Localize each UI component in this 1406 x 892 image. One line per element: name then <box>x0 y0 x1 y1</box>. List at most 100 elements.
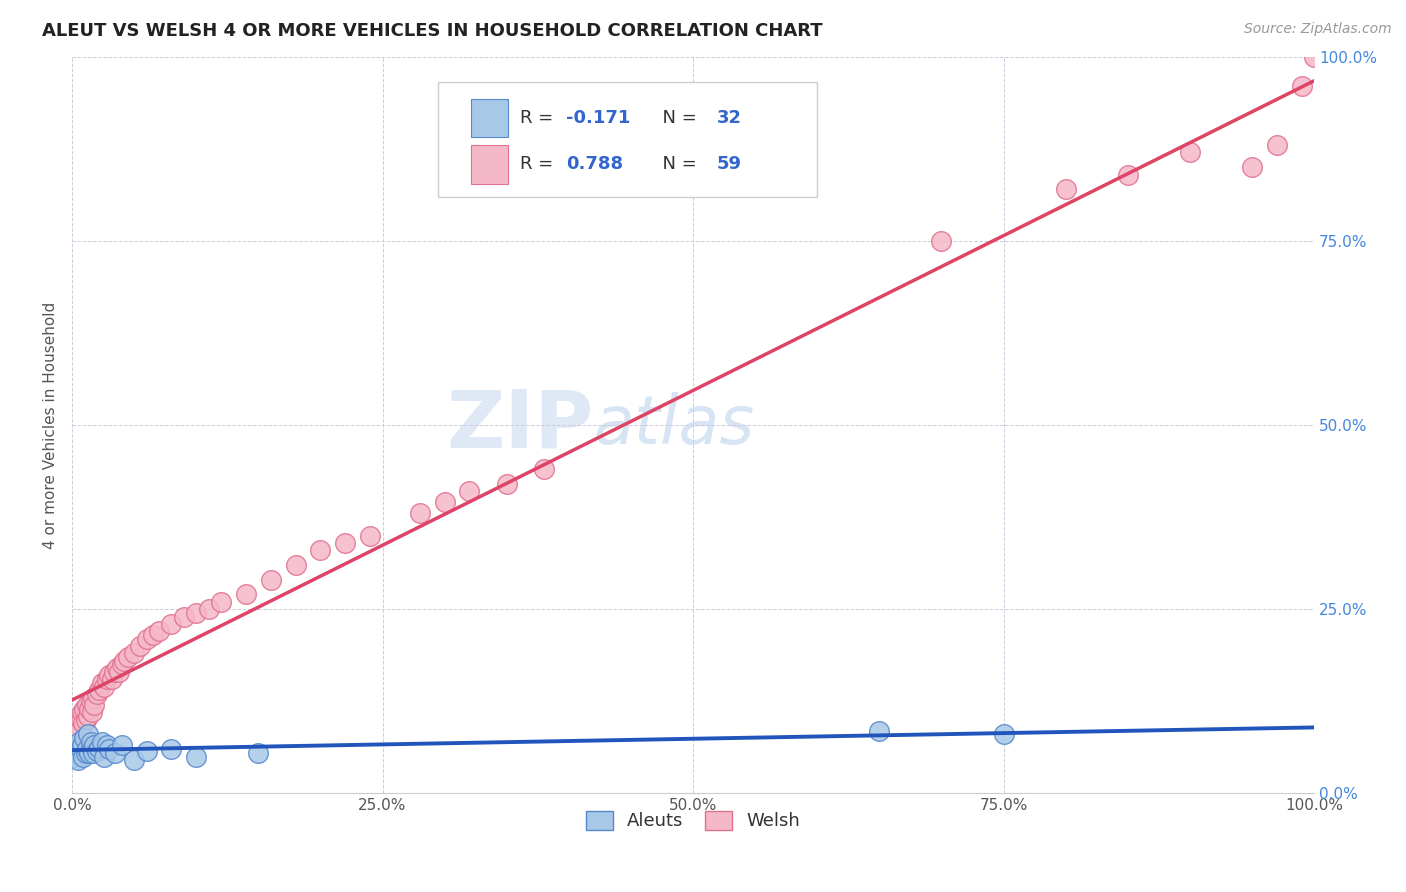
Point <box>103 665 125 679</box>
Point <box>65 739 87 753</box>
Point <box>77 709 100 723</box>
Point <box>1240 160 1263 174</box>
Point <box>86 687 108 701</box>
Point <box>75 713 97 727</box>
Point <box>79 735 101 749</box>
Point <box>93 749 115 764</box>
Point <box>1303 50 1326 64</box>
Point <box>309 543 332 558</box>
Point <box>69 723 91 738</box>
Text: 0.788: 0.788 <box>567 155 623 173</box>
Point <box>931 234 953 248</box>
Point <box>82 746 104 760</box>
Point <box>70 706 93 720</box>
Point <box>117 650 139 665</box>
Point <box>83 698 105 712</box>
Point <box>135 632 157 646</box>
Point <box>1054 182 1077 196</box>
FancyBboxPatch shape <box>471 98 508 136</box>
Point <box>160 742 183 756</box>
Point <box>129 639 152 653</box>
Point <box>66 746 89 760</box>
Text: R =: R = <box>520 109 560 127</box>
Point <box>148 624 170 639</box>
Point <box>66 727 89 741</box>
Point <box>70 739 93 753</box>
Point <box>409 507 432 521</box>
Point <box>105 661 128 675</box>
Point <box>1178 145 1201 160</box>
Point <box>76 742 98 756</box>
FancyBboxPatch shape <box>439 82 817 196</box>
Point <box>108 665 131 679</box>
Point <box>868 723 890 738</box>
Text: 32: 32 <box>717 109 741 127</box>
Point <box>135 744 157 758</box>
Point <box>100 672 122 686</box>
FancyBboxPatch shape <box>471 145 508 184</box>
Legend: Aleuts, Welsh: Aleuts, Welsh <box>581 805 806 836</box>
Point <box>79 701 101 715</box>
Point <box>63 749 86 764</box>
Point <box>186 606 208 620</box>
Text: ZIP: ZIP <box>447 386 593 464</box>
Point <box>247 746 270 760</box>
Point <box>433 495 456 509</box>
Point <box>73 731 96 745</box>
Point <box>73 701 96 715</box>
Point <box>235 587 257 601</box>
Text: ALEUT VS WELSH 4 OR MORE VEHICLES IN HOUSEHOLD CORRELATION CHART: ALEUT VS WELSH 4 OR MORE VEHICLES IN HOU… <box>42 22 823 40</box>
Point <box>1265 138 1288 153</box>
Point <box>284 558 307 572</box>
Point <box>160 616 183 631</box>
Point <box>67 753 90 767</box>
Point <box>142 628 165 642</box>
Text: -0.171: -0.171 <box>567 109 631 127</box>
Point <box>69 713 91 727</box>
Point <box>77 727 100 741</box>
Point <box>98 742 121 756</box>
Text: R =: R = <box>520 155 560 173</box>
Point <box>89 683 111 698</box>
Point <box>69 742 91 756</box>
Text: N =: N = <box>651 155 703 173</box>
Point <box>104 746 127 760</box>
Point <box>93 680 115 694</box>
Point <box>458 484 481 499</box>
Point <box>96 739 118 753</box>
Point <box>86 744 108 758</box>
Point <box>122 646 145 660</box>
Y-axis label: 4 or more Vehicles in Household: 4 or more Vehicles in Household <box>44 301 58 549</box>
Point <box>1291 79 1313 94</box>
Text: N =: N = <box>651 109 703 127</box>
Text: Source: ZipAtlas.com: Source: ZipAtlas.com <box>1244 22 1392 37</box>
Point <box>495 477 517 491</box>
Point <box>112 654 135 668</box>
Point <box>82 690 104 705</box>
Point <box>90 735 112 749</box>
Point <box>111 657 134 672</box>
Point <box>173 609 195 624</box>
Point <box>83 739 105 753</box>
Point <box>69 735 91 749</box>
Point <box>186 749 208 764</box>
Point <box>533 462 555 476</box>
Point <box>1116 168 1139 182</box>
Point <box>90 676 112 690</box>
Point <box>63 731 86 745</box>
Point <box>79 746 101 760</box>
Point <box>359 528 381 542</box>
Point <box>75 746 97 760</box>
Text: atlas: atlas <box>593 392 755 458</box>
Point <box>72 716 94 731</box>
Point <box>993 727 1015 741</box>
Point <box>96 672 118 686</box>
Point <box>76 698 98 712</box>
Point <box>122 753 145 767</box>
Point <box>197 602 219 616</box>
Point <box>98 668 121 682</box>
Point <box>260 573 283 587</box>
Point <box>65 742 87 756</box>
Point <box>72 749 94 764</box>
Point <box>79 694 101 708</box>
